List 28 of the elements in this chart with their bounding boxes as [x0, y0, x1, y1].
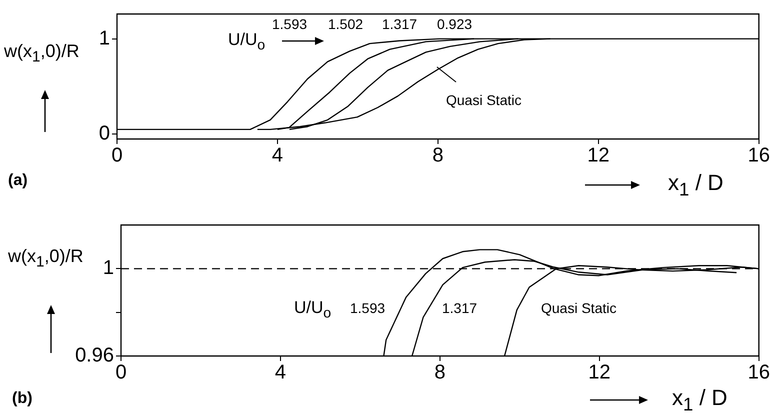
text: (b): [12, 390, 32, 408]
annotation: 1.593: [350, 300, 386, 316]
annotation: U/U$_{o}$: [294, 298, 332, 322]
annotation: Quasi Static: [446, 92, 522, 108]
text: (a): [8, 172, 28, 190]
y-tick-label: 0.96: [75, 344, 114, 367]
x-axis-title: x$_{1}$ / D: [668, 170, 724, 200]
x-tick-label: 4: [272, 144, 284, 167]
x-tick-label: 12: [587, 144, 610, 167]
annotation: 1.502: [328, 16, 364, 32]
y-tick-label: 1: [102, 257, 114, 280]
y-tick-label: 1: [98, 27, 110, 50]
y-tick-label: 0: [98, 122, 110, 145]
x-tick-label: 8: [432, 144, 444, 167]
x-tick-label: 12: [588, 362, 611, 384]
x-tick-label: 16: [748, 362, 770, 384]
annotation: Quasi Static: [541, 300, 616, 316]
annotation: 1.317: [382, 16, 418, 32]
y-axis-title: w(x$_{1}$,0)/R: [8, 245, 84, 273]
x-tick-label: 8: [434, 362, 446, 384]
annotation: 0.923: [437, 16, 472, 32]
annotation: 1.317: [442, 300, 478, 316]
x-axis-title: x$_{1}$ / D: [672, 385, 728, 414]
x-tick-label: 4: [274, 362, 286, 384]
annotation: 1.593: [272, 16, 308, 32]
annotation: U/U$_{o}$: [228, 30, 266, 54]
x-tick-label: 16: [748, 144, 770, 167]
y-axis-title: w(x$_{1}$,0)/R: [4, 40, 80, 68]
